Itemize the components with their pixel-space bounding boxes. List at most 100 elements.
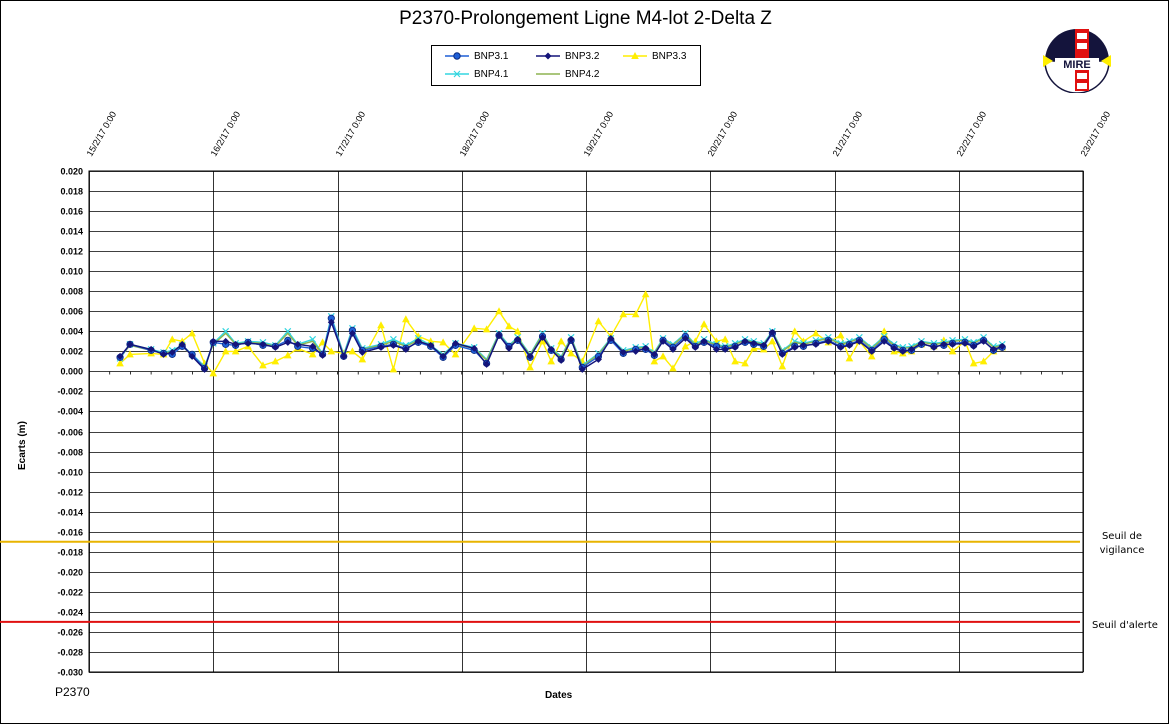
threshold-label-line: Seuil de bbox=[1101, 531, 1143, 542]
data-point bbox=[899, 347, 907, 355]
data-point bbox=[483, 360, 491, 368]
series-line-BNP3.3 bbox=[119, 291, 1003, 375]
data-point bbox=[970, 342, 978, 350]
data-point bbox=[414, 332, 423, 340]
data-point bbox=[505, 322, 513, 330]
data-point bbox=[721, 345, 729, 353]
y-tick-label: 0.010 bbox=[60, 267, 83, 277]
threshold-label-alerte: Seuil d'alerte bbox=[1086, 619, 1164, 633]
y-tick-label: -0.006 bbox=[57, 428, 83, 438]
data-point bbox=[259, 361, 267, 369]
data-point bbox=[930, 343, 938, 351]
data-point bbox=[495, 331, 503, 339]
data-point bbox=[244, 339, 252, 347]
data-point bbox=[940, 340, 948, 348]
legend-swatch bbox=[445, 70, 469, 78]
data-point bbox=[482, 325, 491, 333]
data-point bbox=[259, 340, 267, 348]
y-tick-label: 0.014 bbox=[60, 227, 83, 237]
data-point bbox=[845, 341, 853, 349]
data-point bbox=[389, 365, 398, 373]
data-point bbox=[642, 344, 650, 352]
data-point bbox=[867, 352, 876, 360]
data-point bbox=[961, 339, 969, 347]
data-point bbox=[760, 341, 768, 349]
data-point bbox=[778, 362, 787, 370]
data-point bbox=[890, 344, 898, 352]
legend-item: BNP3.2 bbox=[535, 50, 599, 62]
data-point bbox=[539, 333, 547, 341]
data-point bbox=[791, 343, 799, 351]
data-point bbox=[949, 340, 957, 348]
y-tick-label: -0.016 bbox=[57, 528, 83, 538]
data-point bbox=[348, 347, 357, 355]
y-tick-label: 0.000 bbox=[60, 367, 83, 377]
data-point bbox=[980, 337, 988, 345]
data-point bbox=[377, 321, 385, 329]
data-point bbox=[402, 315, 410, 323]
y-tick-label: -0.018 bbox=[57, 548, 83, 558]
data-point bbox=[681, 334, 689, 342]
data-point bbox=[908, 345, 916, 353]
data-point bbox=[632, 347, 640, 355]
data-point bbox=[768, 328, 776, 336]
legend-label: BNP3.3 bbox=[652, 50, 687, 62]
data-point bbox=[377, 343, 385, 351]
data-point bbox=[495, 307, 503, 315]
data-point bbox=[402, 345, 410, 353]
data-point bbox=[659, 352, 667, 360]
data-point bbox=[538, 337, 547, 345]
y-tick-label: 0.016 bbox=[60, 207, 83, 217]
data-point bbox=[513, 327, 522, 335]
data-point bbox=[659, 337, 667, 345]
data-point bbox=[168, 348, 176, 356]
threshold-label-vigilance: Seuil de vigilance bbox=[1092, 530, 1152, 558]
data-point bbox=[557, 337, 565, 345]
data-point bbox=[439, 352, 447, 360]
data-point bbox=[284, 327, 292, 335]
x-tick-label: 22/2/17 0:00 bbox=[955, 110, 989, 158]
data-point bbox=[178, 337, 186, 345]
x-tick-label: 16/2/17 0:00 bbox=[209, 110, 243, 158]
logo-text: MIRE bbox=[1063, 59, 1091, 71]
data-point bbox=[284, 351, 292, 359]
y-tick-label: -0.030 bbox=[57, 668, 83, 678]
data-point bbox=[681, 342, 690, 350]
x-tick-label: 20/2/17 0:00 bbox=[706, 110, 740, 158]
legend-label: BNP3.2 bbox=[565, 50, 600, 62]
data-point bbox=[294, 340, 302, 348]
legend-label: BNP4.1 bbox=[474, 68, 509, 80]
data-point bbox=[824, 337, 832, 345]
data-point bbox=[231, 347, 240, 355]
plot-background bbox=[88, 170, 1084, 673]
y-tick-label: -0.002 bbox=[57, 387, 83, 397]
data-point bbox=[799, 341, 807, 349]
data-point bbox=[868, 347, 876, 355]
data-point bbox=[319, 351, 327, 359]
data-point bbox=[607, 334, 615, 342]
data-point bbox=[557, 356, 565, 364]
data-point bbox=[168, 335, 177, 343]
data-point bbox=[188, 352, 196, 360]
legend-item: BNP4.1 bbox=[444, 68, 508, 80]
legend-item: BNP3.3 bbox=[622, 50, 686, 62]
y-tick-label: 0.002 bbox=[60, 347, 83, 357]
x-tick-label: 17/2/17 0:00 bbox=[334, 110, 368, 158]
y-tick-label: 0.008 bbox=[60, 287, 83, 297]
data-point bbox=[731, 357, 739, 365]
data-point bbox=[691, 343, 699, 351]
data-point bbox=[221, 347, 230, 355]
chart-title: P2370-Prolongement Ligne M4-lot 2-Delta … bbox=[399, 8, 772, 29]
data-point bbox=[470, 324, 478, 332]
data-point bbox=[578, 365, 586, 373]
data-point bbox=[880, 337, 888, 345]
data-point bbox=[505, 344, 513, 352]
y-tick-label: -0.004 bbox=[57, 407, 83, 417]
data-point bbox=[750, 339, 758, 347]
data-point bbox=[209, 369, 218, 377]
x-axis-label: Dates bbox=[545, 690, 573, 701]
data-point bbox=[358, 355, 367, 363]
data-point bbox=[547, 357, 556, 365]
data-point bbox=[594, 355, 602, 363]
data-point bbox=[619, 310, 628, 318]
